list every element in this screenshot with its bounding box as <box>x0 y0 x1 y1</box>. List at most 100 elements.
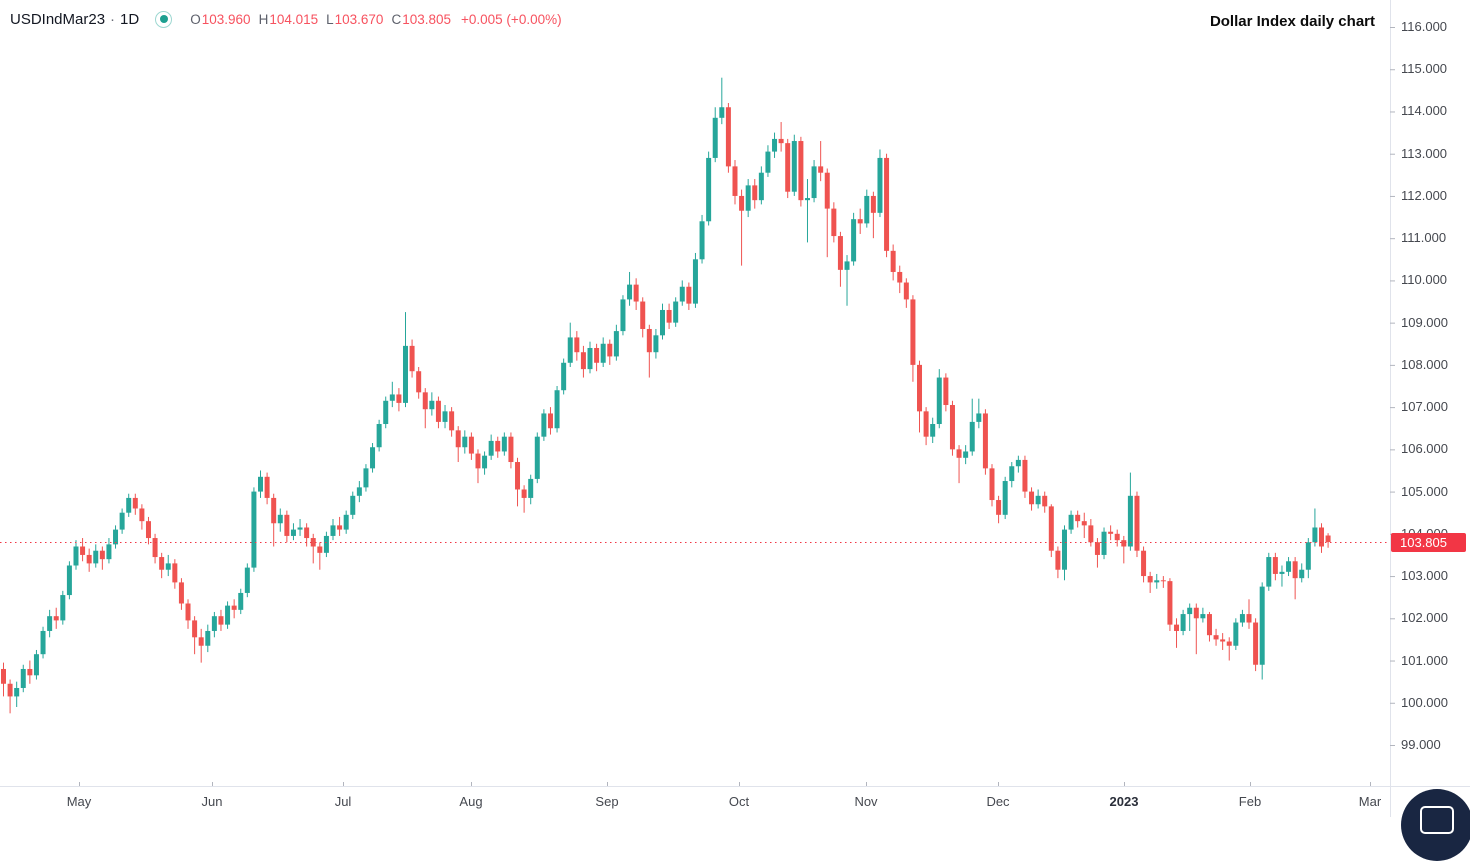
candle-body <box>996 500 1002 515</box>
candle-body <box>1180 614 1186 631</box>
price-axis-label: 106.000 <box>1401 441 1448 457</box>
chart-title: Dollar Index daily chart <box>1209 13 1375 30</box>
candle-body <box>758 172 764 201</box>
candle-body <box>508 436 514 463</box>
candle-body <box>264 476 270 498</box>
ohlc-open-label: O <box>190 11 201 27</box>
candle-body <box>594 347 600 363</box>
legend-separator: · <box>110 10 116 28</box>
price-axis-label: 115.000 <box>1401 61 1448 77</box>
candle-body <box>613 331 619 357</box>
candle-body <box>1009 466 1015 482</box>
ohlc-close-value: 103.805 <box>402 11 452 27</box>
candle-body <box>844 261 850 270</box>
candle-body <box>73 546 79 566</box>
candle-body <box>897 271 903 283</box>
candle-body <box>1325 535 1331 543</box>
candle-body <box>1114 533 1120 541</box>
candle-body <box>1002 481 1008 515</box>
candle-body <box>86 554 92 564</box>
candle-body <box>159 557 165 570</box>
candle-body <box>1213 635 1219 640</box>
candle-body <box>982 413 988 469</box>
candle-body <box>152 538 158 558</box>
candle-body <box>1305 542 1311 570</box>
candle-body <box>66 565 72 596</box>
candle-body <box>1042 495 1048 507</box>
candle-body <box>40 630 46 655</box>
candle-body <box>33 654 39 676</box>
candle-body <box>831 208 837 237</box>
candle-body <box>653 335 659 353</box>
price-axis-label: 107.000 <box>1401 399 1448 415</box>
candle-body <box>475 453 481 469</box>
candle-body <box>1068 514 1074 530</box>
candle-body <box>488 440 494 456</box>
candle-body <box>963 451 969 458</box>
candle-body <box>521 489 527 498</box>
price-axis-label: 101.000 <box>1401 652 1448 668</box>
candle-body <box>666 309 672 323</box>
price-axis-label: 116.000 <box>1401 19 1448 34</box>
candle-body <box>363 468 369 488</box>
candle-body <box>310 538 316 547</box>
candle-body <box>1226 641 1232 646</box>
candle-body <box>824 172 830 209</box>
candle-body <box>1134 495 1140 551</box>
candle-body <box>435 400 441 422</box>
candle-body <box>350 495 356 515</box>
candle-body <box>93 550 99 564</box>
candle-body <box>627 284 633 300</box>
candle-body <box>890 250 896 272</box>
candle-body <box>547 413 553 429</box>
candle-body <box>554 390 560 429</box>
price-axis-label: 105.000 <box>1401 483 1448 499</box>
price-axis-label: 110.000 <box>1401 272 1448 288</box>
candle-body <box>646 328 652 353</box>
candle-body <box>429 400 435 410</box>
chat-widget-button[interactable] <box>1401 789 1470 861</box>
time-axis-label: May <box>66 794 92 809</box>
price-axis-label: 108.000 <box>1401 356 1448 372</box>
candle-body <box>80 546 86 555</box>
candle-body <box>119 512 125 530</box>
candle-body <box>877 157 883 213</box>
candle-body <box>337 525 343 530</box>
candle-body <box>495 440 501 452</box>
candle-body <box>165 563 171 570</box>
candle-body <box>561 362 567 391</box>
candle-body <box>798 141 804 201</box>
candle-body <box>574 337 580 353</box>
candle-body <box>607 343 613 357</box>
candle-body <box>1081 521 1087 526</box>
candle-body <box>1101 531 1107 555</box>
price-axis-label: 99.000 <box>1401 737 1441 752</box>
candle-body <box>1029 491 1035 505</box>
time-axis-label: Jun <box>201 794 223 809</box>
candle-body <box>936 377 942 425</box>
candle-body <box>739 195 745 211</box>
candle-body <box>745 185 751 211</box>
candle-body <box>1233 622 1239 646</box>
candle-body <box>126 497 132 513</box>
candle-body <box>251 491 257 568</box>
candle-body <box>712 117 718 158</box>
candle-body <box>343 514 349 530</box>
candlestick-chart[interactable] <box>0 0 1470 817</box>
candle-body <box>409 345 415 372</box>
candle-body <box>7 683 13 697</box>
candle-body <box>1022 459 1028 492</box>
candle-body <box>818 166 824 173</box>
candle-body <box>1127 495 1133 547</box>
candle-body <box>1 668 6 684</box>
candle-body <box>679 286 685 302</box>
candle-body <box>99 550 105 560</box>
candle-body <box>1048 506 1054 551</box>
candle-body <box>1154 580 1160 583</box>
candle-body <box>225 605 231 625</box>
interval-label[interactable]: 1D <box>120 10 140 28</box>
symbol-name[interactable]: USDIndMar23 <box>10 10 106 28</box>
candle-body <box>725 107 731 167</box>
candle-body <box>732 166 738 196</box>
price-axis-label: 112.000 <box>1401 187 1448 203</box>
